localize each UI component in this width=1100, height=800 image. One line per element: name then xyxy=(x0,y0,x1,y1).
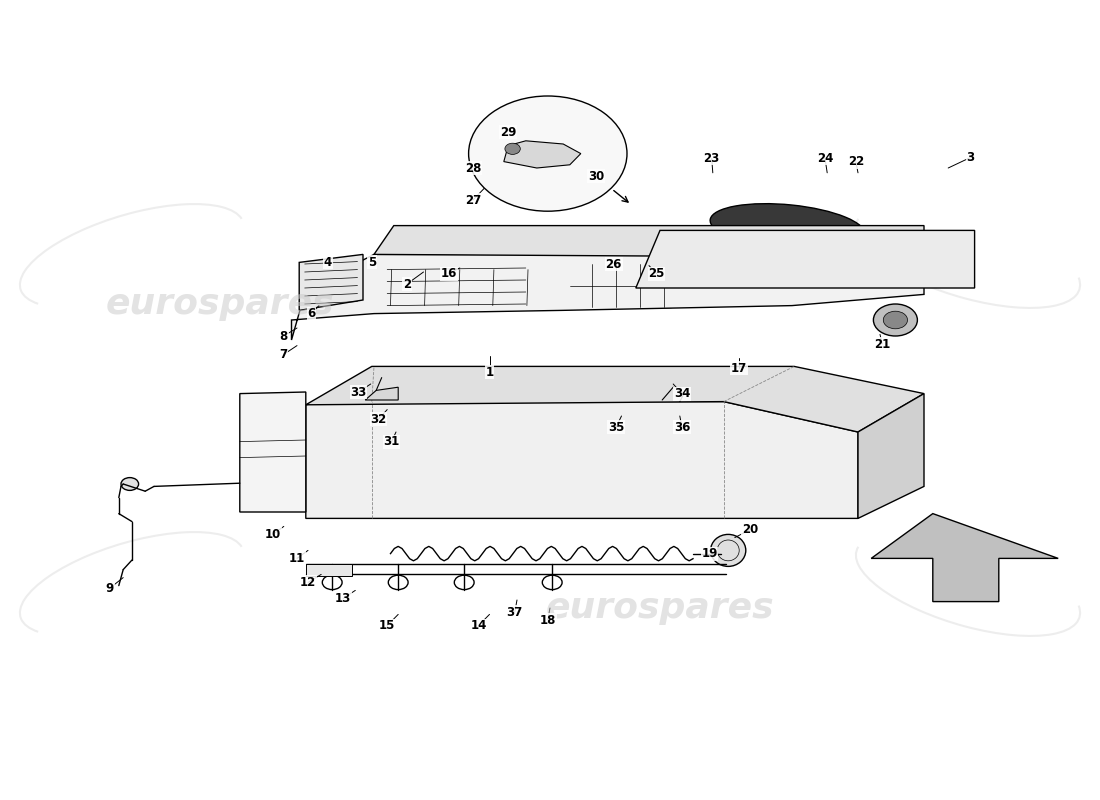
Text: 27: 27 xyxy=(465,194,481,206)
Text: 16: 16 xyxy=(441,267,456,280)
Text: 30: 30 xyxy=(588,170,604,182)
Circle shape xyxy=(664,386,678,395)
Text: 26: 26 xyxy=(606,258,621,270)
Text: 32: 32 xyxy=(371,413,386,426)
Text: 12: 12 xyxy=(300,576,316,589)
Circle shape xyxy=(883,311,908,329)
Text: 6: 6 xyxy=(307,307,316,320)
Text: 9: 9 xyxy=(106,582,114,594)
Text: 17: 17 xyxy=(732,362,747,374)
Ellipse shape xyxy=(631,236,693,260)
Polygon shape xyxy=(636,230,975,288)
Text: 15: 15 xyxy=(379,619,395,632)
Text: 4: 4 xyxy=(323,256,332,269)
Polygon shape xyxy=(292,254,924,340)
Text: 36: 36 xyxy=(674,421,690,434)
Text: 25: 25 xyxy=(649,267,664,280)
Polygon shape xyxy=(374,226,924,258)
Text: 20: 20 xyxy=(742,523,758,536)
Text: eurospares: eurospares xyxy=(546,591,774,625)
Circle shape xyxy=(873,304,917,336)
Polygon shape xyxy=(504,141,581,168)
Polygon shape xyxy=(871,514,1058,602)
Text: 23: 23 xyxy=(704,152,719,165)
Polygon shape xyxy=(306,402,858,518)
Circle shape xyxy=(121,478,139,490)
Text: eurospares: eurospares xyxy=(106,287,334,321)
Polygon shape xyxy=(240,392,306,512)
Text: 31: 31 xyxy=(384,435,399,448)
Text: 3: 3 xyxy=(966,151,975,164)
Text: 29: 29 xyxy=(500,126,516,138)
Text: 1: 1 xyxy=(485,366,494,378)
Polygon shape xyxy=(299,254,363,310)
Circle shape xyxy=(319,301,332,310)
Circle shape xyxy=(505,143,520,154)
Text: 24: 24 xyxy=(817,152,833,165)
Text: 33: 33 xyxy=(351,386,366,398)
Polygon shape xyxy=(306,564,352,576)
FancyBboxPatch shape xyxy=(570,264,671,307)
Circle shape xyxy=(326,306,339,315)
Circle shape xyxy=(876,253,911,278)
Text: 19: 19 xyxy=(702,547,717,560)
FancyBboxPatch shape xyxy=(427,261,491,283)
Text: 5: 5 xyxy=(367,256,376,269)
Text: 11: 11 xyxy=(289,552,305,565)
Text: 13: 13 xyxy=(336,592,351,605)
Text: 21: 21 xyxy=(874,338,890,350)
Circle shape xyxy=(883,258,903,273)
Text: 14: 14 xyxy=(471,619,486,632)
Ellipse shape xyxy=(711,534,746,566)
Text: 18: 18 xyxy=(540,614,556,626)
Text: 37: 37 xyxy=(507,606,522,618)
Text: 28: 28 xyxy=(465,162,481,174)
Text: 34: 34 xyxy=(674,387,690,400)
Text: 8: 8 xyxy=(279,330,288,342)
Circle shape xyxy=(675,386,689,395)
Text: 10: 10 xyxy=(265,528,280,541)
Polygon shape xyxy=(365,387,398,400)
Polygon shape xyxy=(306,366,924,432)
Polygon shape xyxy=(858,394,924,518)
Text: 2: 2 xyxy=(403,278,411,290)
Text: 35: 35 xyxy=(608,421,624,434)
Ellipse shape xyxy=(711,204,865,250)
Text: 22: 22 xyxy=(848,155,864,168)
Text: 7: 7 xyxy=(279,348,288,361)
Circle shape xyxy=(469,96,627,211)
